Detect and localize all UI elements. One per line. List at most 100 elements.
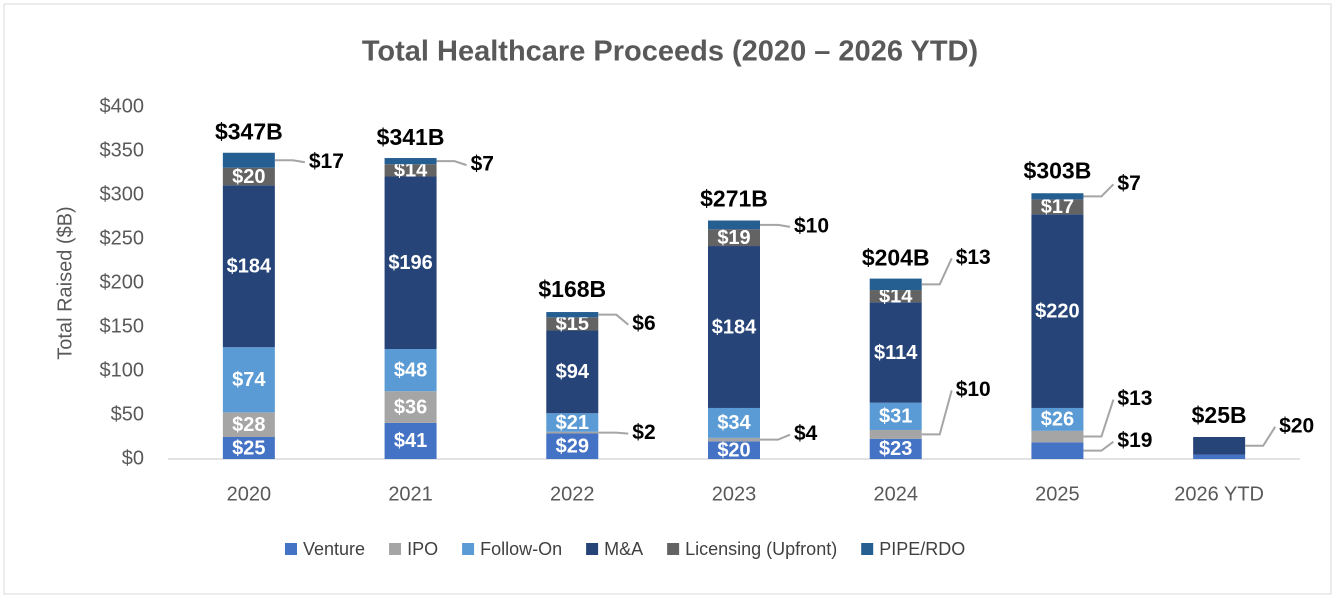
data-label: $17 — [1041, 196, 1074, 218]
bar-segment — [546, 317, 599, 331]
y-tick-label: $50 — [111, 403, 144, 425]
bar-segment — [1031, 430, 1084, 443]
legend-swatch — [285, 543, 297, 555]
bar-segment — [546, 330, 599, 414]
y-axis-label: Total Raised ($B) — [54, 206, 76, 359]
bar-segment — [546, 413, 599, 432]
data-label: $184 — [227, 256, 272, 278]
leader-line — [760, 223, 791, 228]
bar-segment — [384, 164, 437, 177]
data-label: $21 — [556, 412, 589, 434]
bar-segment — [546, 312, 599, 318]
data-label: $19 — [1117, 429, 1152, 452]
bar-segment — [222, 412, 275, 437]
bar-segment — [1031, 407, 1084, 431]
bar-segment — [708, 437, 760, 442]
data-label: $19 — [717, 227, 750, 249]
bar-segment — [869, 302, 922, 403]
bar-segment — [222, 347, 275, 413]
bar-segment — [222, 185, 275, 348]
total-label: $347B — [215, 119, 283, 145]
leader-line — [436, 160, 467, 167]
data-label: $74 — [232, 369, 266, 391]
y-tick-label: $350 — [100, 139, 145, 161]
data-label: $20 — [1279, 414, 1314, 437]
data-label: $7 — [1117, 172, 1140, 195]
data-label: $17 — [309, 150, 344, 173]
x-tick-label: 2022 — [550, 483, 595, 505]
y-tick-label: $250 — [100, 227, 145, 249]
bar-segment — [869, 429, 922, 439]
bar-segment — [546, 433, 599, 459]
data-label: $48 — [394, 359, 427, 381]
bar-segment — [708, 441, 760, 459]
data-label: $31 — [879, 406, 912, 428]
legend-swatch — [389, 543, 402, 555]
legend-swatch — [861, 543, 874, 555]
bar-segment — [546, 431, 599, 434]
data-label: $29 — [556, 436, 589, 458]
data-label: $2 — [632, 421, 655, 444]
bar-segment — [708, 407, 760, 438]
leader-line — [1083, 183, 1115, 198]
data-label: $220 — [1035, 300, 1080, 322]
bar-segment — [222, 152, 275, 168]
data-label: $20 — [717, 439, 750, 461]
bar-segment — [384, 158, 437, 165]
y-tick-label: $0 — [122, 447, 144, 469]
x-tick-label: 2021 — [388, 483, 433, 505]
data-label: $10 — [794, 214, 829, 237]
bar-segment — [708, 246, 760, 408]
total-label: $25B — [1192, 402, 1247, 428]
bar-segment — [1193, 454, 1246, 459]
data-label: $13 — [1117, 387, 1152, 410]
data-label: $14 — [394, 160, 428, 182]
data-label: $34 — [717, 412, 751, 434]
data-label: $36 — [394, 396, 427, 418]
legend-label: M&A — [604, 539, 643, 559]
y-tick-label: $300 — [100, 183, 145, 205]
legend-label: Licensing (Upfront) — [685, 539, 837, 559]
y-tick-label: $400 — [100, 95, 145, 117]
leader-line — [1083, 399, 1115, 438]
leader-line — [598, 313, 629, 326]
leader-line — [760, 433, 791, 441]
data-label: $20 — [232, 166, 265, 188]
bar-segment — [1031, 199, 1084, 215]
legend-label: IPO — [407, 539, 438, 559]
legend-swatch — [586, 543, 599, 555]
bar-segment — [869, 278, 922, 291]
data-label: $25 — [232, 437, 265, 459]
data-label: $14 — [879, 285, 913, 307]
x-tick-label: 2025 — [1035, 483, 1080, 505]
y-tick-label: $200 — [100, 271, 145, 293]
leader-line — [921, 390, 953, 436]
legend-label: Follow-On — [480, 539, 562, 559]
bar-segment — [1031, 193, 1084, 200]
data-label: $4 — [794, 422, 818, 445]
data-label: $6 — [632, 312, 655, 335]
bar-segment — [869, 290, 922, 303]
bar-segment — [222, 167, 275, 186]
leader-line — [1245, 426, 1276, 447]
bar-segment — [384, 349, 437, 392]
bar-segment — [708, 220, 760, 230]
bar-segment — [708, 229, 760, 247]
bar-segment — [384, 422, 437, 459]
chart-title: Total Healthcare Proceeds (2020 – 2026 Y… — [362, 36, 978, 68]
legend-swatch — [667, 543, 680, 555]
legend-swatch — [462, 543, 475, 555]
bar-segment — [384, 176, 437, 349]
bar-segment — [384, 391, 437, 423]
data-label: $41 — [394, 430, 427, 452]
leader-line — [274, 159, 306, 164]
x-tick-label: 2020 — [227, 483, 272, 505]
total-label: $204B — [862, 245, 930, 271]
data-label: $23 — [879, 438, 912, 460]
x-tick-label: 2026 YTD — [1174, 483, 1264, 505]
total-label: $168B — [538, 276, 606, 302]
bar-segment — [869, 438, 922, 459]
total-label: $341B — [377, 124, 445, 150]
chart-frame — [3, 3, 1332, 595]
